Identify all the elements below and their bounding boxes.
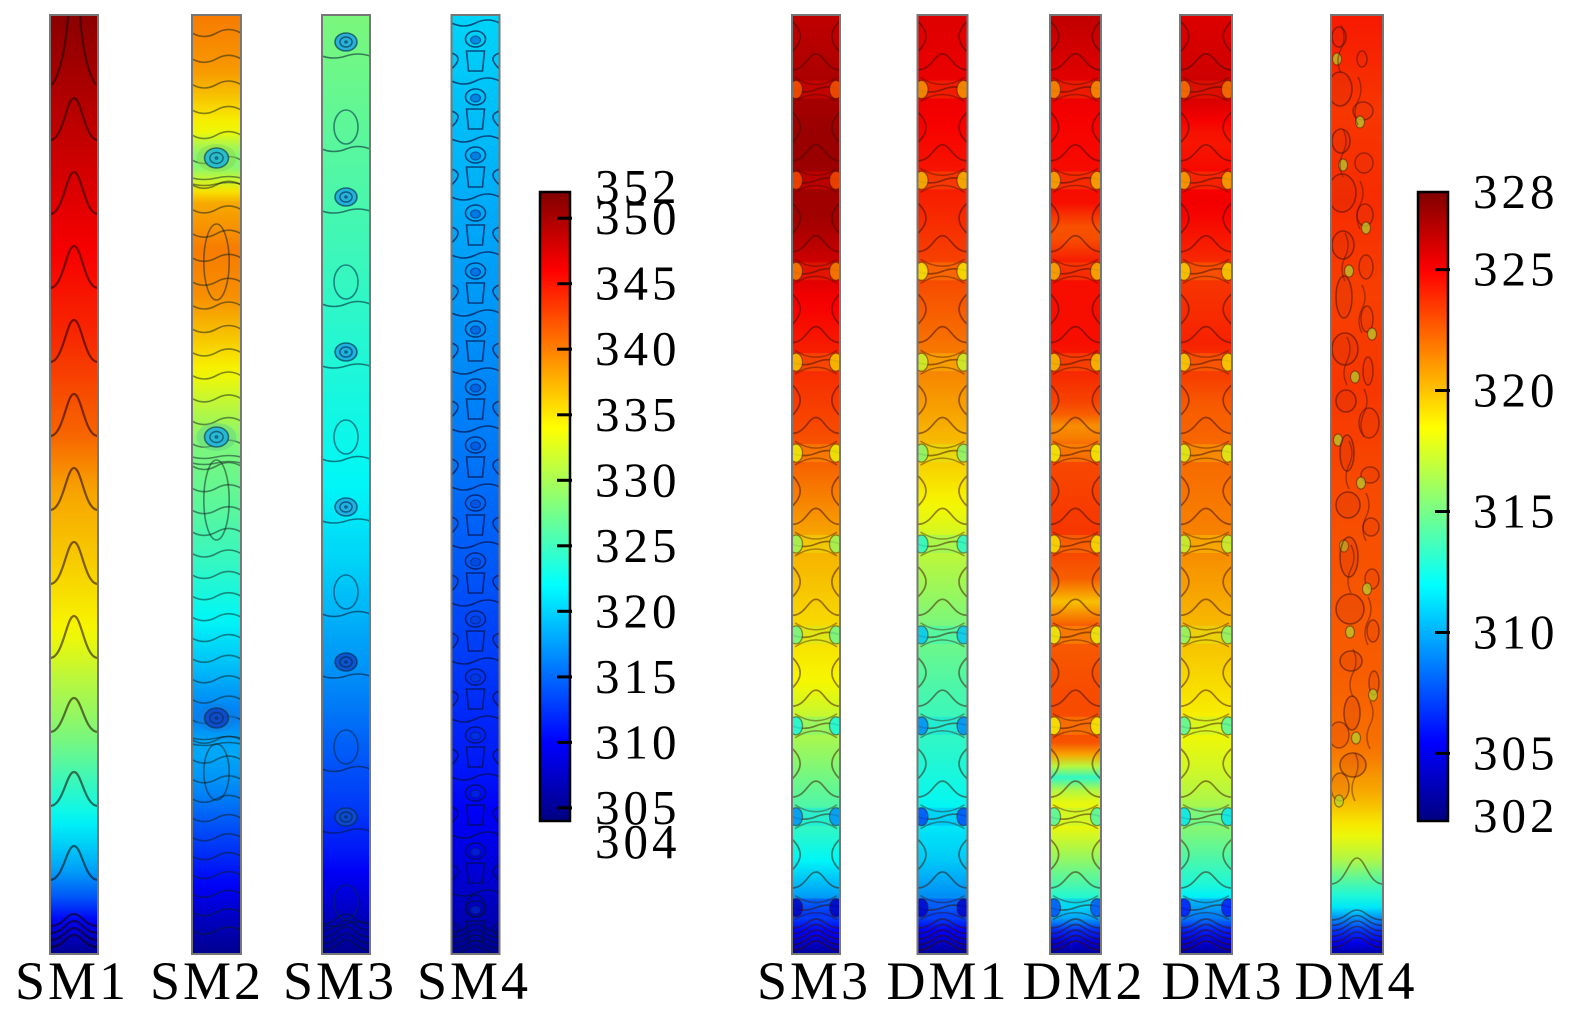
svg-text:SM4: SM4 xyxy=(417,951,531,1011)
svg-text:304: 304 xyxy=(595,814,681,869)
svg-text:305: 305 xyxy=(1473,725,1559,780)
svg-text:SM3: SM3 xyxy=(757,951,871,1011)
svg-text:325: 325 xyxy=(1473,242,1559,297)
svg-text:SM2: SM2 xyxy=(150,951,264,1011)
svg-text:310: 310 xyxy=(1473,605,1559,660)
svg-text:350: 350 xyxy=(595,190,681,245)
svg-text:325: 325 xyxy=(595,518,681,573)
svg-text:330: 330 xyxy=(595,452,681,507)
svg-text:DM1: DM1 xyxy=(886,951,1009,1011)
svg-text:SM3: SM3 xyxy=(283,951,397,1011)
svg-text:335: 335 xyxy=(595,387,681,442)
svg-text:310: 310 xyxy=(595,714,681,769)
svg-text:328: 328 xyxy=(1473,164,1559,219)
svg-text:315: 315 xyxy=(595,649,681,704)
svg-text:305: 305 xyxy=(595,780,681,835)
svg-text:320: 320 xyxy=(1473,363,1559,418)
svg-text:352: 352 xyxy=(595,159,681,214)
svg-text:DM4: DM4 xyxy=(1294,951,1417,1011)
svg-text:302: 302 xyxy=(1473,788,1559,843)
svg-text:315: 315 xyxy=(1473,484,1559,539)
svg-text:SM1: SM1 xyxy=(15,951,129,1011)
svg-text:DM2: DM2 xyxy=(1022,951,1145,1011)
svg-text:340: 340 xyxy=(595,321,681,376)
svg-text:345: 345 xyxy=(595,256,681,311)
svg-text:320: 320 xyxy=(595,583,681,638)
svg-text:DM3: DM3 xyxy=(1161,951,1284,1011)
